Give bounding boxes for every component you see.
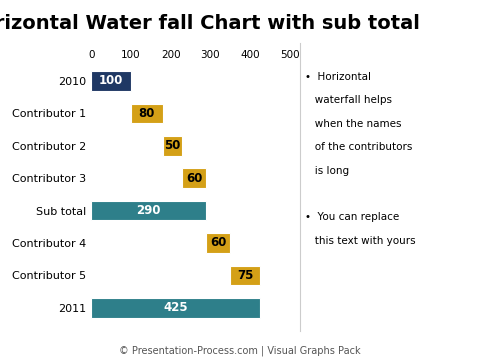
Bar — [230, 266, 260, 285]
Bar — [206, 233, 230, 253]
Text: when the names: when the names — [305, 119, 401, 129]
Text: 60: 60 — [186, 172, 203, 185]
Text: is long: is long — [305, 166, 349, 176]
Bar — [182, 168, 206, 188]
Text: 60: 60 — [210, 237, 227, 249]
Text: 100: 100 — [99, 75, 123, 87]
Text: 80: 80 — [139, 107, 155, 120]
Text: © Presentation-Process.com | Visual Graphs Pack: © Presentation-Process.com | Visual Grap… — [119, 346, 361, 356]
Bar — [91, 201, 206, 220]
Text: •  Horizontal: • Horizontal — [305, 72, 371, 82]
Bar — [91, 298, 260, 318]
Bar — [131, 104, 163, 123]
Text: Horizontal Water fall Chart with sub total: Horizontal Water fall Chart with sub tot… — [0, 14, 420, 33]
Text: 290: 290 — [136, 204, 161, 217]
Text: 425: 425 — [163, 301, 188, 314]
Bar — [163, 136, 182, 156]
Text: 50: 50 — [164, 139, 181, 152]
Bar — [91, 71, 131, 91]
Text: of the contributors: of the contributors — [305, 142, 412, 152]
Text: waterfall helps: waterfall helps — [305, 95, 392, 105]
Text: this text with yours: this text with yours — [305, 236, 415, 246]
Text: 75: 75 — [237, 269, 253, 282]
Text: •  You can replace: • You can replace — [305, 212, 399, 222]
